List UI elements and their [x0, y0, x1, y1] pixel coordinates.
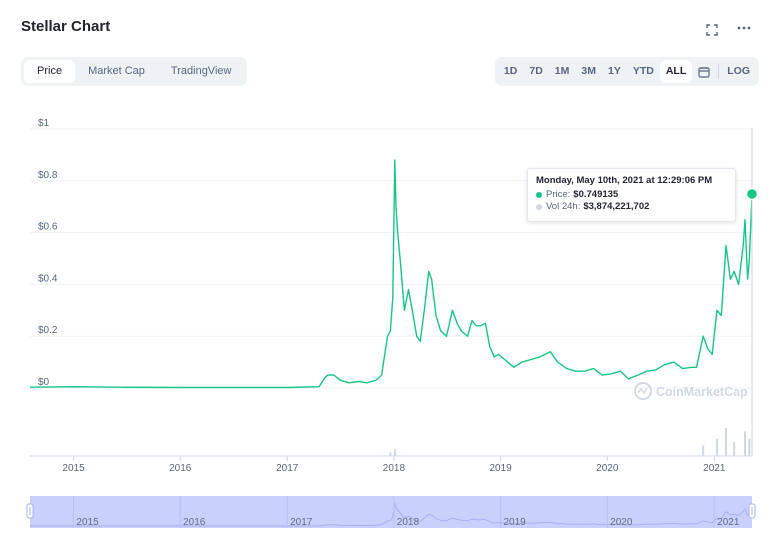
range-selector: 1D 7D 1M 3M 1Y YTD ALL LOG [494, 57, 759, 86]
navigator-tick-label: 2021 [717, 517, 740, 528]
price-dot-icon [536, 191, 542, 198]
tab-price[interactable]: Price [24, 60, 76, 83]
navigator-tick-label: 2016 [183, 517, 206, 528]
navigator-tick-label: 2018 [397, 517, 420, 528]
navigator-tick-label: 2015 [76, 517, 99, 528]
navigator-tick-label: 2020 [610, 517, 633, 528]
range-1m[interactable]: 1M [554, 65, 570, 77]
volume-bar [733, 442, 736, 456]
navigator-tick-label: 2019 [503, 517, 526, 528]
volume-bar [389, 452, 392, 456]
navigator-handle[interactable] [748, 503, 756, 519]
navigator-series [30, 502, 753, 527]
coinmarketcap-watermark: CoinMarketCap [634, 382, 748, 400]
x-tick-label: 2021 [703, 463, 726, 474]
range-all[interactable]: ALL [659, 60, 693, 83]
x-tick-label: 2019 [489, 463, 512, 474]
x-tick-label: 2015 [62, 463, 85, 474]
range-divider [718, 64, 720, 79]
y-tick-label: $0 [38, 377, 50, 388]
range-1d[interactable]: 1D [503, 65, 518, 77]
range-ytd[interactable]: YTD [632, 65, 654, 77]
tab-tradingview[interactable]: TradingView [170, 65, 232, 77]
watermark-text: CoinMarketCap [656, 385, 748, 399]
x-tick-label: 2020 [596, 463, 619, 474]
range-1y[interactable]: 1Y [607, 65, 621, 77]
chart-title: Stellar Chart [21, 18, 111, 35]
hover-point [745, 187, 759, 201]
volume-bar [715, 438, 718, 456]
tooltip-price-label: Price: [546, 189, 571, 200]
y-tick-label: $1 [38, 118, 50, 129]
navigator-window[interactable] [30, 496, 752, 528]
y-tick-label: $0.4 [38, 273, 58, 284]
volume-bar [702, 445, 705, 456]
range-3m[interactable]: 3M [581, 65, 596, 77]
volume-bar [748, 438, 751, 456]
tooltip-price-value: $0.749135 [573, 189, 619, 200]
y-tick-label: $0.2 [38, 325, 58, 336]
volume-bar [743, 431, 746, 456]
range-7d[interactable]: 7D [529, 65, 543, 77]
tooltip-date: Monday, May 10th, 2021 at 12:29:06 PM [536, 175, 713, 186]
volume-dot-icon [536, 203, 542, 210]
tooltip-vol-value: $3,874,221,702 [583, 201, 650, 212]
more-dots-icon[interactable] [737, 22, 751, 37]
chart-type-tabs: Price Market Cap TradingView [21, 57, 248, 86]
calendar-icon[interactable] [692, 60, 716, 83]
tab-market-cap[interactable]: Market Cap [88, 65, 145, 77]
x-tick-label: 2016 [169, 463, 192, 474]
log-toggle[interactable]: LOG [727, 65, 750, 77]
expand-icon[interactable] [706, 24, 718, 39]
price-tooltip: Monday, May 10th, 2021 at 12:29:06 PM Pr… [527, 168, 736, 222]
navigator-handle[interactable] [26, 503, 34, 519]
volume-bar [394, 449, 397, 456]
volume-bar [724, 428, 727, 456]
navigator-tick-label: 2017 [290, 517, 313, 528]
x-tick-label: 2017 [276, 463, 299, 474]
tooltip-vol-label: Vol 24h: [546, 201, 581, 212]
x-tick-label: 2018 [383, 463, 406, 474]
y-tick-label: $0.8 [38, 170, 58, 181]
y-tick-label: $0.6 [38, 222, 58, 233]
